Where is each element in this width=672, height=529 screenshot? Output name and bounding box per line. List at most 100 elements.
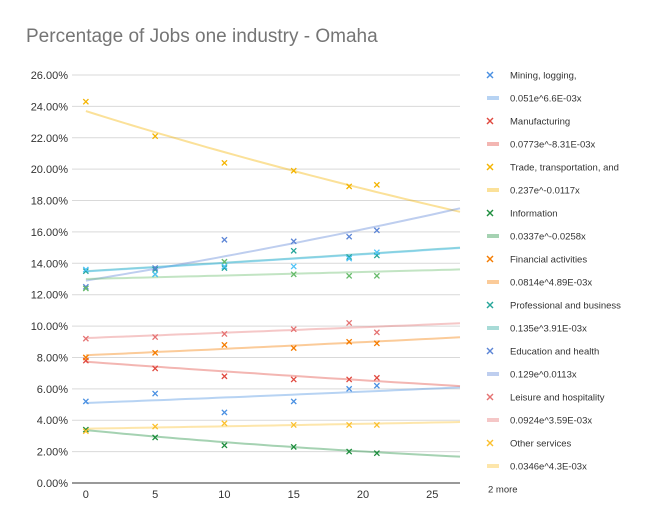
data-point bbox=[290, 421, 297, 428]
data-point-stroke bbox=[221, 409, 228, 416]
legend-marker bbox=[486, 301, 494, 309]
y-tick-label: 4.00% bbox=[37, 415, 68, 427]
legend-label: Leisure and hospitality bbox=[510, 393, 605, 404]
data-point bbox=[373, 249, 380, 256]
data-point bbox=[152, 423, 159, 430]
data-point bbox=[82, 98, 89, 105]
data-point-stroke bbox=[82, 354, 89, 361]
y-tick-label: 6.00% bbox=[37, 384, 68, 396]
data-point-stroke bbox=[221, 236, 228, 243]
legend-trend-label: 0.237e^-0.0117x bbox=[510, 186, 580, 197]
legend-trend-label: 0.135e^3.91E-03x bbox=[510, 324, 587, 335]
data-point-stroke bbox=[290, 398, 297, 405]
legend-marker bbox=[486, 209, 494, 217]
data-point-stroke bbox=[82, 428, 89, 435]
y-tick-label: 16.00% bbox=[31, 227, 69, 239]
data-point-stroke bbox=[290, 263, 297, 270]
data-point bbox=[82, 266, 89, 273]
data-point-stroke bbox=[346, 338, 353, 345]
legend-entry-trendline: 0.0346e^4.3E-03x bbox=[487, 462, 587, 473]
y-tick-label: 20.00% bbox=[31, 164, 69, 176]
data-point-stroke bbox=[221, 263, 228, 270]
legend-entry: Other services bbox=[486, 439, 571, 450]
data-point-stroke bbox=[373, 421, 380, 428]
data-point bbox=[346, 253, 353, 261]
data-point bbox=[290, 443, 297, 450]
data-point-stroke bbox=[290, 247, 297, 254]
legend-entry: Education and health bbox=[486, 347, 599, 358]
legend-entry: Leisure and hospitality bbox=[486, 393, 605, 404]
legend-entry-trendline: 0.0773e^-8.31E-03x bbox=[487, 140, 596, 151]
trendline bbox=[85, 322, 461, 339]
legend-trend-label: 0.129e^0.0113x bbox=[510, 370, 577, 381]
data-point bbox=[221, 442, 228, 449]
legend-marker bbox=[486, 255, 494, 263]
data-point bbox=[82, 335, 89, 342]
gridlines bbox=[72, 74, 460, 484]
data-point-stroke bbox=[152, 365, 159, 372]
axes: 0.00% 2.00% 4.00% 6.00% 8.00% 10.00% 12.00% 14.… bbox=[31, 70, 439, 501]
data-point bbox=[82, 398, 89, 405]
data-point bbox=[152, 434, 159, 441]
data-point bbox=[290, 238, 297, 245]
legend: Mining, logging, 0.051e^6.6E-03x Manufactu… bbox=[486, 71, 621, 496]
legend-entry: Information bbox=[486, 209, 558, 220]
data-point-stroke bbox=[152, 271, 159, 278]
data-point bbox=[221, 341, 228, 348]
trendline bbox=[85, 360, 461, 388]
y-tick-label: 2.00% bbox=[37, 447, 68, 459]
data-point bbox=[221, 409, 228, 416]
y-tick-label: 12.00% bbox=[31, 290, 69, 302]
data-point bbox=[373, 227, 380, 234]
legend-label: Mining, logging, bbox=[510, 71, 577, 82]
data-point bbox=[221, 330, 228, 337]
data-point bbox=[82, 354, 89, 361]
x-tick-label: 25 bbox=[426, 489, 438, 501]
data-point-stroke bbox=[82, 268, 89, 275]
data-point-stroke bbox=[82, 98, 89, 105]
legend-marker bbox=[486, 393, 494, 401]
data-point-stroke bbox=[373, 329, 380, 336]
data-point bbox=[152, 264, 159, 272]
legend-trend-label: 0.0814e^4.89E-03x bbox=[510, 278, 592, 289]
data-point-stroke bbox=[346, 255, 353, 262]
data-point-stroke bbox=[82, 335, 89, 342]
data-point-stroke bbox=[152, 390, 159, 397]
chart-title: Percentage of Jobs one industry - Omaha bbox=[26, 26, 378, 47]
data-point-stroke bbox=[290, 326, 297, 333]
trendline bbox=[85, 429, 461, 458]
legend-more-link[interactable]: 2 more bbox=[488, 485, 518, 496]
data-point-stroke bbox=[152, 434, 159, 441]
trendline bbox=[85, 386, 461, 404]
x-tick-label: 10 bbox=[218, 489, 230, 501]
data-point-stroke bbox=[221, 373, 228, 380]
data-point-stroke bbox=[221, 159, 228, 166]
legend-entry-trendline: 0.0924e^3.59E-03x bbox=[487, 416, 592, 427]
data-point-stroke bbox=[152, 264, 159, 272]
data-point bbox=[82, 426, 89, 433]
data-point bbox=[290, 167, 297, 174]
data-point bbox=[152, 365, 159, 372]
data-point bbox=[152, 266, 159, 273]
data-point bbox=[373, 450, 380, 457]
data-point bbox=[221, 373, 228, 380]
data-point bbox=[152, 390, 159, 397]
legend-label: Education and health bbox=[510, 347, 599, 358]
data-point-stroke bbox=[373, 450, 380, 457]
data-point bbox=[82, 428, 89, 435]
data-point bbox=[290, 271, 297, 278]
data-point bbox=[373, 329, 380, 336]
trendline bbox=[85, 246, 461, 273]
data-point-stroke bbox=[346, 253, 353, 261]
legend-entry: Professional and business bbox=[486, 301, 621, 312]
data-point bbox=[373, 382, 380, 389]
data-point-stroke bbox=[346, 183, 353, 190]
data-point-stroke bbox=[82, 283, 89, 290]
y-tick-label: 10.00% bbox=[31, 321, 69, 333]
legend-label: Trade, transportation, and bbox=[510, 163, 619, 174]
y-tick-label: 26.00% bbox=[31, 70, 69, 82]
data-point-stroke bbox=[152, 349, 159, 356]
data-point-stroke bbox=[373, 227, 380, 234]
data-point bbox=[373, 272, 380, 279]
